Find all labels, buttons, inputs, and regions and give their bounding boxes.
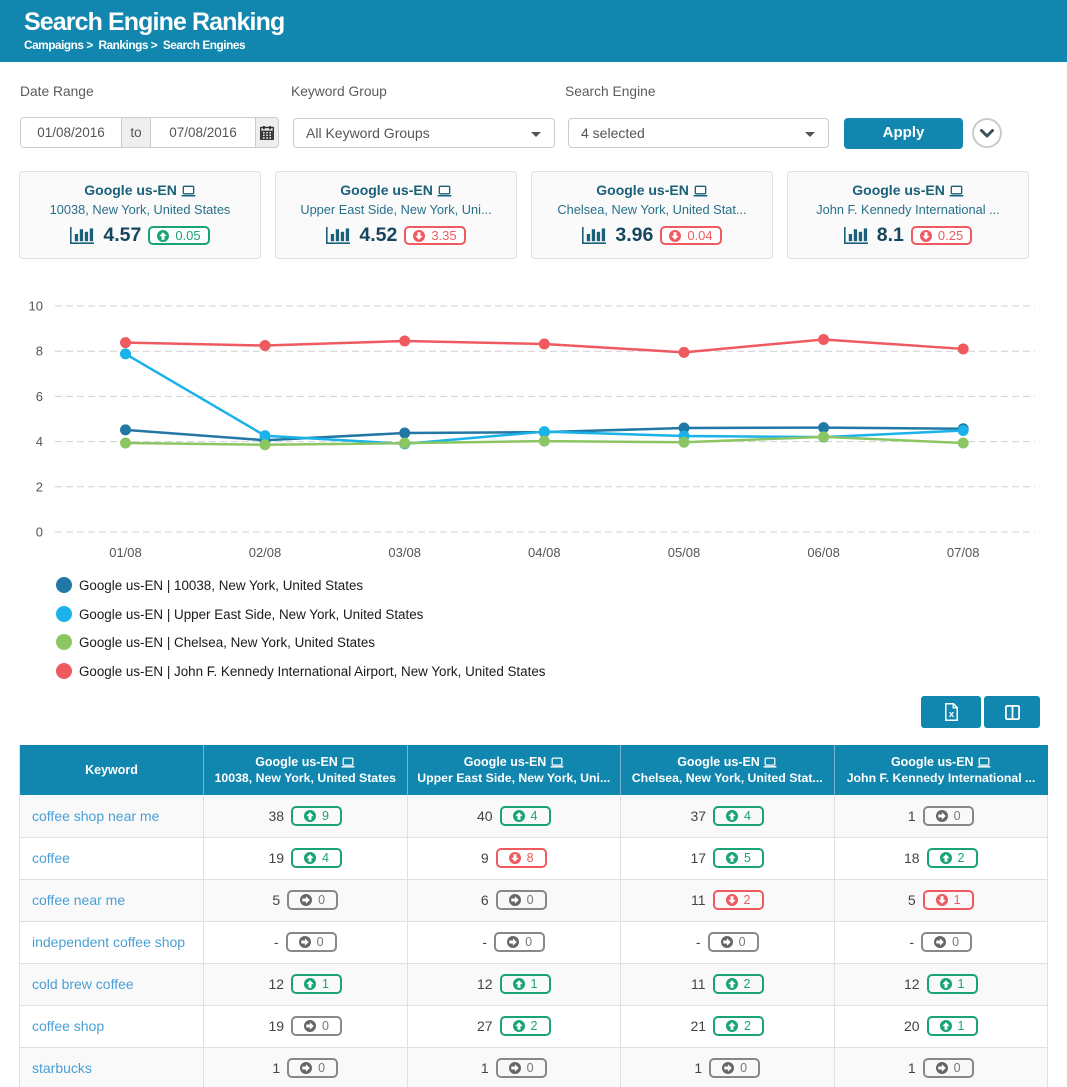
svg-text:8: 8 <box>36 344 43 359</box>
svg-text:06/08: 06/08 <box>807 545 840 560</box>
svg-text:6: 6 <box>36 389 43 404</box>
svg-text:07/08: 07/08 <box>947 545 980 560</box>
svg-text:04/08: 04/08 <box>528 545 561 560</box>
svg-text:2: 2 <box>36 479 43 494</box>
svg-text:03/08: 03/08 <box>388 545 421 560</box>
svg-text:4: 4 <box>36 434 43 449</box>
svg-text:10: 10 <box>29 299 43 314</box>
svg-text:05/08: 05/08 <box>668 545 701 560</box>
svg-text:x: x <box>948 709 954 720</box>
svg-text:0: 0 <box>36 525 43 540</box>
svg-text:02/08: 02/08 <box>249 545 282 560</box>
svg-text:01/08: 01/08 <box>109 545 142 560</box>
